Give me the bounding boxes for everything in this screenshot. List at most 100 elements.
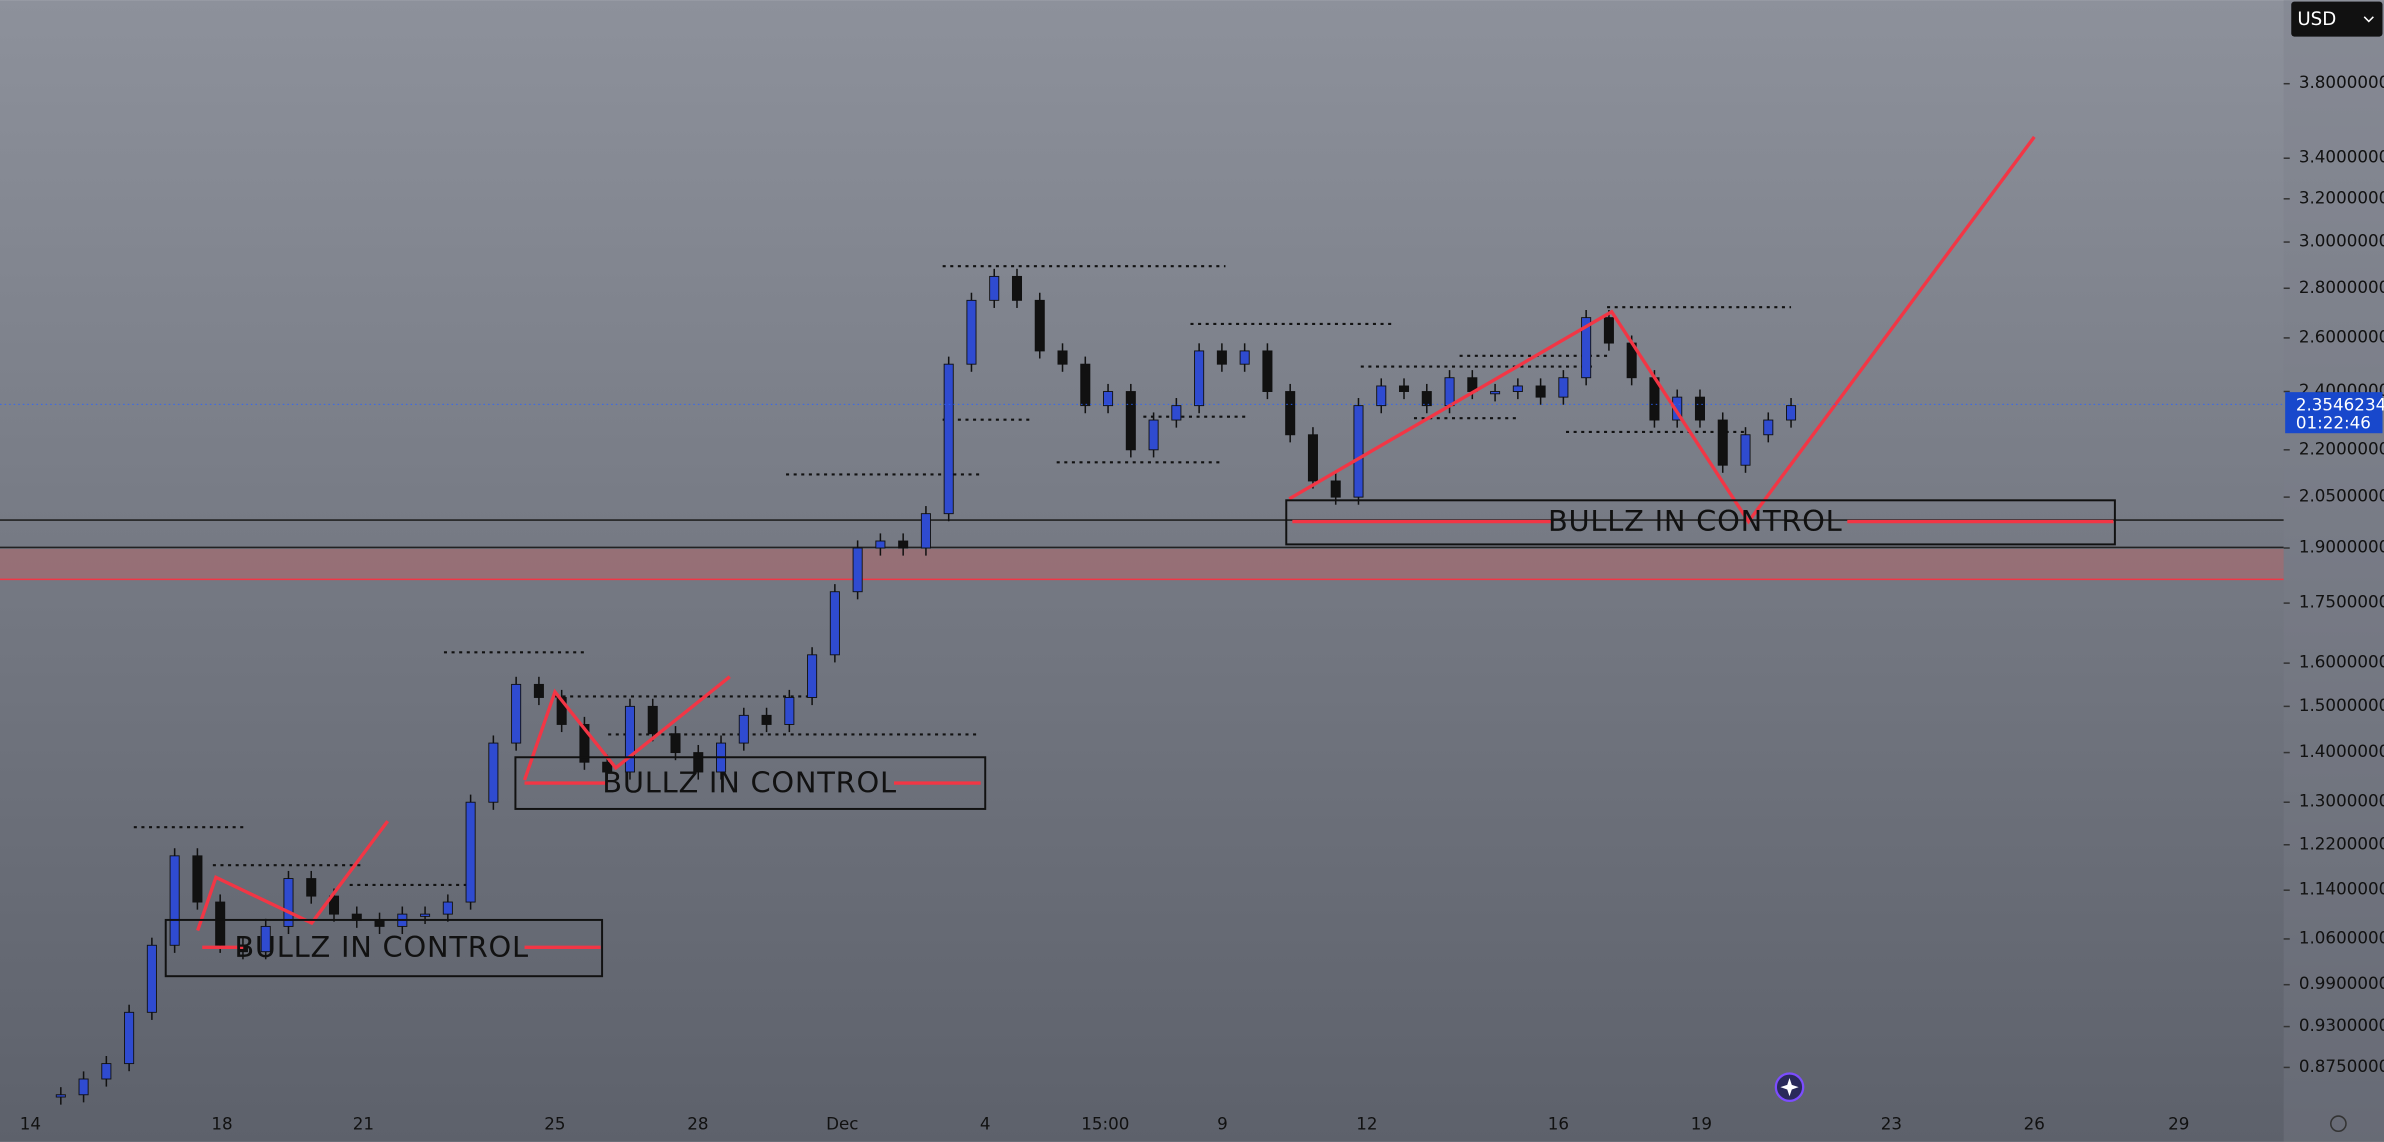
candle-body [556,697,567,725]
currency-box[interactable] [2291,1,2383,37]
zigzag [522,675,731,781]
candle-body [1194,350,1205,407]
price-axis: 3.80000000 3.40000000 3.20000000 3.00000000… [2283,0,2384,1142]
candle-body [1103,391,1114,407]
price-tick-label: 2.80000000 [2299,277,2384,297]
candle-body [1239,350,1250,365]
current-price-label: 2.35462349 [2296,394,2384,414]
time-tick-label: 23 [1881,1114,1902,1134]
price-tick-label: 2.20000000 [2299,438,2384,458]
zigzag [1288,135,2036,525]
candle-body [1285,391,1296,436]
price-tick-label: 1.30000000 [2299,791,2384,811]
time-tick-label: 9 [1217,1114,1228,1134]
candle-body [374,919,385,927]
axis-background [2283,0,2384,1142]
candle-body [1558,377,1569,398]
candle-body [1694,396,1705,421]
drawings [0,265,2284,887]
price-tick-label: 0.87500000 [2299,1056,2384,1076]
candle-body [124,1011,135,1065]
candle-body [1307,434,1318,482]
candle-body [647,705,658,735]
candle-body [192,855,203,903]
candle-body [169,855,180,946]
candle-body [1763,419,1774,436]
price-tick-label: 3.80000000 [2299,72,2384,92]
annotation-text: BULLZ IN CONTROL [234,930,529,964]
candle-body [602,761,613,773]
price-tick-label: 3.00000000 [2299,231,2384,251]
currency-button[interactable]: USD [2291,1,2383,37]
candle-body [761,714,772,725]
time-tick-label: 19 [1691,1114,1712,1134]
time-tick-label: 14 [20,1114,41,1134]
time-tick-label: 26 [2024,1114,2045,1134]
candle-body [1034,299,1045,352]
price-tick-label: 2.60000000 [2299,326,2384,346]
candle-body [898,540,909,549]
candle-body [442,901,453,915]
candle-body [989,275,1000,301]
candle-body [260,925,271,953]
dropdown-icon[interactable] [2363,16,2374,23]
time-tick-label: 12 [1356,1114,1377,1134]
candle-body [807,654,818,698]
annotation-box [1285,499,2116,546]
candle-body [1512,385,1523,392]
current-price-box [2285,392,2383,434]
annotation-drawings: BULLZ IN CONTROL BULLZ IN CONTROL BULLZ … [164,135,2116,978]
time-tick-label: 15:00 [1081,1114,1129,1134]
price-tick-label: 1.22000000 [2299,833,2384,853]
candle-body [1376,385,1387,407]
time-tick-label: 4 [980,1114,991,1134]
countdown: 01:22:46 [2296,413,2371,433]
time-tick-label: 21 [353,1114,374,1134]
zigzag [196,820,390,932]
price-tick-label: 3.40000000 [2299,147,2384,167]
candle-body [579,724,590,763]
alert-star[interactable] [1780,1078,1799,1097]
price-tick-label: 0.93000000 [2299,1015,2384,1035]
time-tick-label: 29 [2168,1114,2189,1134]
price-tick-label: 1.90000000 [2299,537,2384,557]
candle-body [511,683,522,744]
settings-icon[interactable] [2330,1115,2347,1133]
annotation-text: BULLZ IN CONTROL [602,766,897,800]
candle-body [488,742,499,803]
candle-body [1490,391,1501,395]
candle-body [1786,405,1797,421]
price-tick-label: 1.75000000 [2299,592,2384,612]
candle-body [1581,317,1592,379]
price-tick-label: 2.05000000 [2299,486,2384,506]
candle-body [1398,385,1410,392]
candle-body [1148,419,1159,451]
candle-body [875,540,886,549]
currency-label[interactable]: USD [2297,9,2336,30]
time-tick-label: 16 [1548,1114,1569,1134]
candle-body [852,547,863,593]
price-tick-label: 1.40000000 [2299,741,2384,761]
time-tick-label: 28 [687,1114,708,1134]
candle-body [146,944,157,1013]
candle-body [1672,396,1683,421]
price-tick-label: 1.06000000 [2299,927,2384,947]
candle-body [78,1078,89,1096]
candle-body [738,714,749,744]
candle-body [328,895,340,915]
price-tick-label: 1.14000000 [2299,879,2384,899]
candle-body [1216,350,1227,365]
candle-body [215,901,226,946]
time-tick-label: Dec [826,1114,858,1134]
price-tick-label: 3.20000000 [2299,187,2384,207]
price-tick-label: 1.50000000 [2299,695,2384,715]
price-tick-label: 0.99000000 [2299,973,2384,993]
candles [55,268,1797,1105]
candle-body [1125,391,1136,451]
candle-body [1262,350,1273,392]
candle-body [943,363,954,515]
zone [0,548,2284,580]
annotation-box [164,918,604,978]
